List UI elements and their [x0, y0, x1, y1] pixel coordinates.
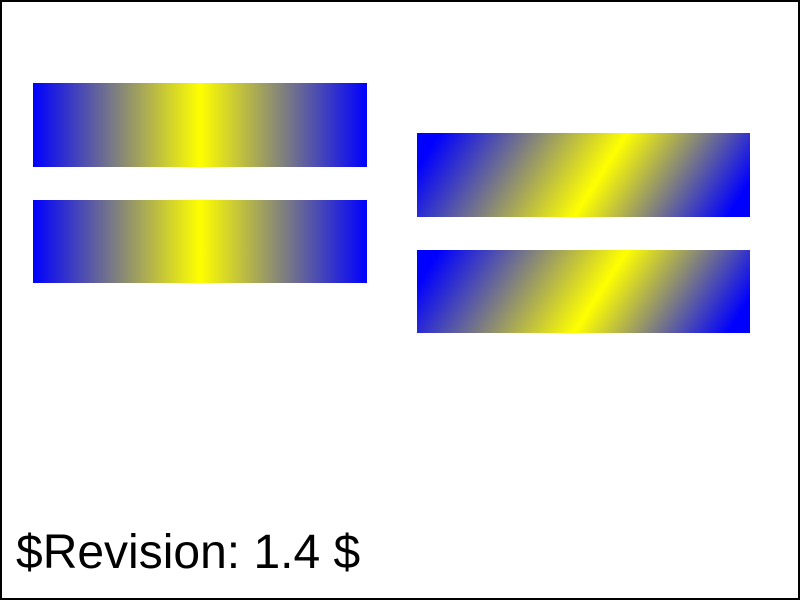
revision-label: $Revision: 1.4 $ [16, 526, 360, 579]
gradient-bar-right-bottom [417, 250, 750, 333]
gradient-bar-left-bottom [33, 200, 367, 283]
gradient-bar-left-top [33, 83, 367, 167]
gradient-bar-right-top [417, 133, 750, 217]
